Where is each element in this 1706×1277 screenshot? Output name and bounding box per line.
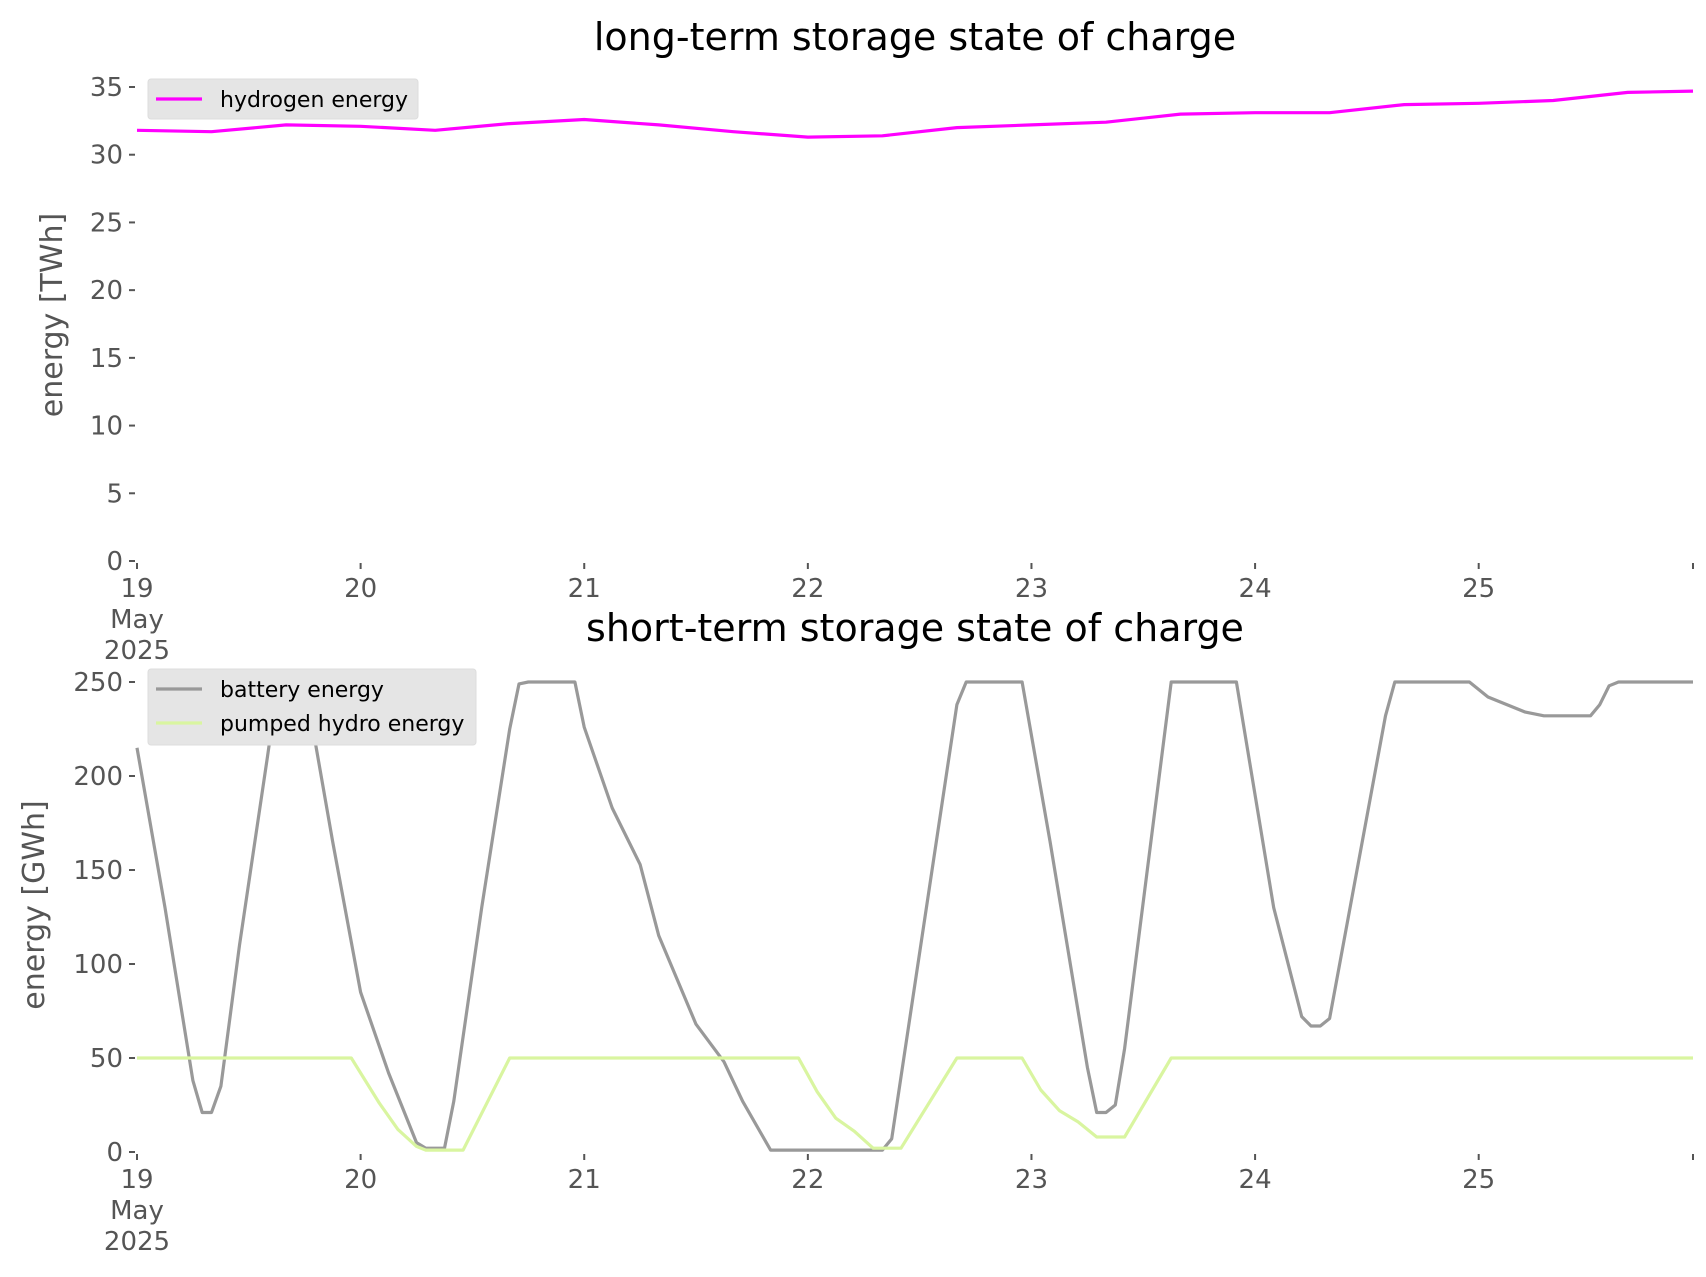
legend: hydrogen energy [147, 78, 419, 120]
y-axis: 0 50 100 150 200 250 [73, 668, 135, 1168]
series-line-pumped-hydro-energy [137, 1056, 1693, 1152]
y-tick-label: 35 [90, 73, 123, 103]
y-tick-label: 5 [106, 479, 123, 509]
x-tick-label: 22 [791, 574, 824, 604]
x-tick-label: 24 [1239, 574, 1272, 604]
chart-title: short-term storage state of charge [586, 606, 1244, 650]
y-tick-label: 15 [90, 344, 123, 374]
legend-label: hydrogen energy [220, 88, 408, 113]
x-tick-label: 19 [120, 574, 153, 604]
y-tick-label: 100 [73, 950, 123, 980]
chart-title: long-term storage state of charge [594, 15, 1236, 59]
x-tick-label: 23 [1015, 574, 1048, 604]
x-tick-label: 21 [568, 574, 601, 604]
legend-label: pumped hydro energy [220, 712, 464, 737]
x-tick-label: 2025 [104, 1227, 170, 1257]
x-tick-label: 20 [344, 574, 377, 604]
y-tick-label: 0 [106, 1138, 123, 1168]
y-tick-label: 30 [90, 141, 123, 171]
x-tick-label: 23 [1015, 1165, 1048, 1195]
legend-box [147, 78, 419, 120]
x-tick-label: 22 [791, 1165, 824, 1195]
x-tick-label: May [110, 605, 164, 635]
x-tick-label: 24 [1239, 1165, 1272, 1195]
series-layer [135, 680, 1693, 1152]
y-tick-label: 10 [90, 412, 123, 442]
long-term-chart: long-term storage state of charge energy… [35, 15, 1694, 666]
x-tick-label: May [110, 1196, 164, 1226]
legend-label: battery energy [220, 678, 384, 703]
series-layer [136, 89, 1694, 139]
y-tick-label: 25 [90, 208, 123, 238]
x-tick-label: 25 [1462, 1165, 1495, 1195]
x-tick-label: 25 [1462, 574, 1495, 604]
legend: battery energy pumped hydro energy [147, 668, 477, 746]
y-axis: 0 5 10 15 20 25 30 35 [90, 73, 135, 577]
x-tick-label: 19 [120, 1165, 153, 1195]
y-tick-label: 150 [73, 856, 123, 886]
legend-box [147, 668, 477, 746]
y-tick-label: 200 [73, 762, 123, 792]
x-tick-label: 21 [568, 1165, 601, 1195]
y-axis-label: energy [TWh] [35, 213, 70, 417]
y-tick-label: 250 [73, 668, 123, 698]
series-line-battery-energy [135, 680, 1693, 1152]
series-line-hydrogen-energy [136, 89, 1694, 139]
x-tick-label: 20 [344, 1165, 377, 1195]
y-tick-label: 0 [106, 547, 123, 577]
y-axis-label: energy [GWh] [17, 800, 52, 1009]
y-tick-label: 20 [90, 276, 123, 306]
x-tick-label: 2025 [104, 636, 170, 666]
short-term-chart: short-term storage state of charge energ… [17, 606, 1694, 1257]
y-tick-label: 50 [90, 1044, 123, 1074]
